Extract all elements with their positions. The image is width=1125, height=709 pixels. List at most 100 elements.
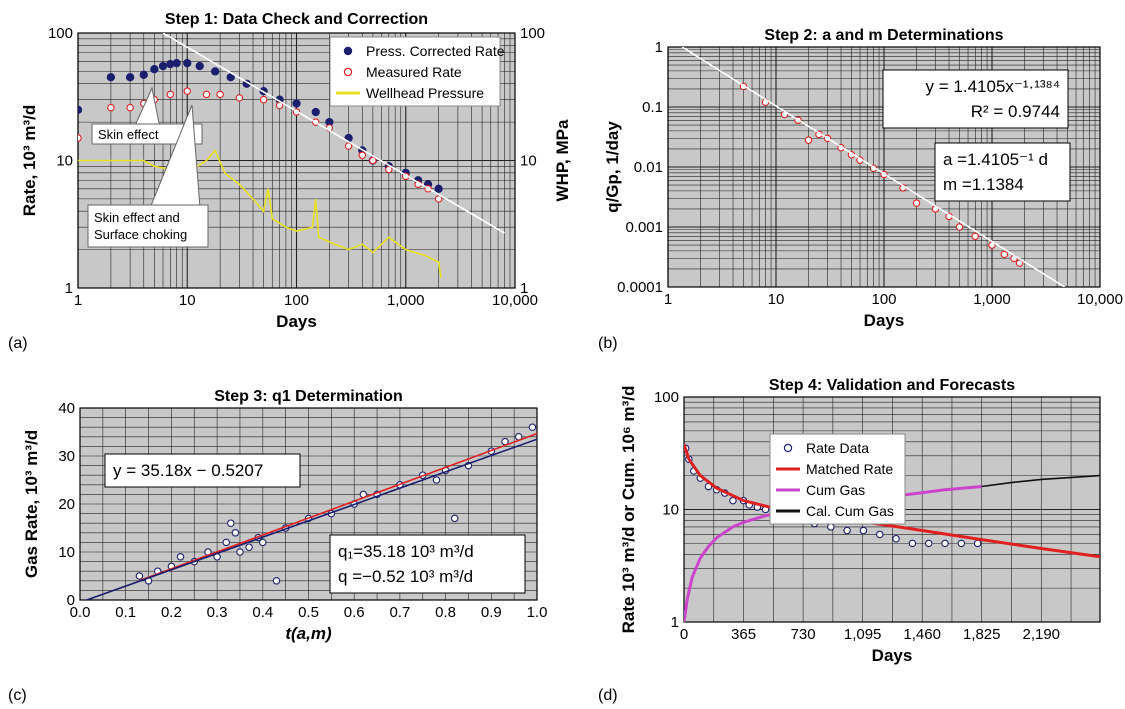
data-point (358, 151, 367, 159)
legend-label: Press. Corrected Rate (366, 43, 505, 59)
x-tick-label: 1.0 (527, 604, 548, 621)
y-tick-label: 0 (67, 592, 75, 609)
legend-swatch (783, 443, 793, 453)
data-point (1015, 259, 1024, 267)
legend-label: Cal. Cum Gas (806, 503, 894, 519)
y-axis-label: Rate 10³ m³/d or Cum. 10⁶ m³/d (619, 386, 638, 634)
y-tick-label-right: 10 (520, 153, 537, 170)
legend-label: Rate Data (806, 440, 869, 456)
y-tick-label: 0.001 (625, 219, 663, 236)
x-tick-label: 10,000 (492, 292, 538, 309)
x-tick-label: 10 (768, 291, 785, 308)
series-line-2 (78, 148, 442, 279)
data-point (107, 103, 115, 112)
data-point (176, 553, 185, 561)
y-tick-label: 20 (58, 496, 75, 513)
chart-title: Step 2: a and m Determinations (764, 27, 1003, 44)
x-tick-label: 0.0 (70, 604, 91, 621)
data-point (955, 223, 964, 231)
data-point (125, 73, 135, 82)
panel-label: (a) (8, 335, 28, 352)
data-point (202, 90, 211, 99)
data-point (235, 94, 244, 102)
y-tick-label: 0.0001 (617, 279, 663, 296)
series-group (681, 47, 1066, 287)
text-box (104, 453, 301, 488)
x-tick-label: 0.9 (481, 604, 502, 621)
x-tick-label: 0.8 (435, 604, 456, 621)
annotation-line: Surface choking (94, 227, 187, 242)
data-point (804, 136, 813, 144)
panel-label: (b) (598, 335, 618, 352)
panel-label: (c) (8, 687, 27, 704)
data-point (973, 539, 982, 548)
data-point (158, 61, 168, 71)
data-point (892, 534, 900, 543)
box-text: y = 35.18x − 0.5207 (113, 461, 263, 480)
box-text: q =−0.52 10³ m³/d (338, 567, 473, 586)
legend-label: Measured Rate (366, 64, 462, 80)
x-axis-label: Days (872, 646, 913, 665)
data-point (912, 199, 921, 207)
data-point (385, 165, 393, 174)
callout-box (91, 123, 203, 145)
data-point (908, 539, 917, 548)
x-tick-label: 0.1 (115, 604, 136, 621)
box-text: m =1.1384 (943, 175, 1024, 194)
y-tick-label: 1 (65, 280, 73, 297)
callout-box (87, 204, 209, 248)
annotation-label: Skin effect and Surface choking (94, 210, 187, 242)
x-axis-label: Days (276, 312, 317, 331)
x-tick-label: 0.6 (344, 604, 365, 621)
box-text: R² = 0.9744 (971, 102, 1060, 121)
x-tick-label: 0.7 (389, 604, 410, 621)
x-tick-label: 0.5 (298, 604, 319, 621)
y-axis-label: Rate, 10³ m³/d (20, 105, 39, 216)
data-point (311, 107, 320, 117)
legend-box (769, 433, 906, 525)
legend-swatch (343, 46, 353, 56)
y-tick-label-right: 100 (520, 25, 545, 42)
text-box (329, 534, 526, 594)
data-point (183, 59, 192, 68)
y-axis-label: q/Gp, 1/day (603, 121, 622, 213)
x-tick-label: 1,000 (973, 291, 1011, 308)
x-tick-label: 0.4 (252, 604, 273, 621)
data-point (245, 543, 253, 551)
data-point (528, 423, 537, 431)
x-axis-label: t(a,m) (285, 624, 332, 643)
box-text: q₁=35.18 10³ m³/d (338, 542, 474, 561)
x-tick-label: 100 (284, 292, 309, 309)
y-tick-label: 100 (654, 389, 679, 406)
data-point (166, 90, 175, 99)
data-point (231, 529, 240, 537)
data-point (827, 523, 835, 531)
data-point (210, 67, 220, 76)
plot-frame (667, 46, 1101, 288)
y-tick-label: 100 (48, 25, 73, 42)
data-point (226, 73, 235, 82)
data-point (272, 577, 281, 585)
x-tick-label: 0 (680, 626, 688, 643)
data-point (434, 184, 443, 193)
y-tick-label: 1 (671, 614, 679, 631)
x-tick-label: 10 (179, 292, 196, 309)
y-tick-label: 10 (56, 153, 73, 170)
x-axis-label: Days (864, 311, 905, 330)
data-point (236, 548, 244, 556)
x-tick-label: 0.3 (207, 604, 228, 621)
chart-title: Step 4: Validation and Forecasts (769, 377, 1015, 394)
data-point (275, 101, 284, 110)
legend-label: Matched Rate (806, 461, 893, 477)
data-point (369, 156, 377, 165)
data-point (139, 70, 148, 79)
y-tick-label: 30 (58, 448, 75, 465)
data-point (729, 496, 737, 505)
plot-frame (683, 396, 1101, 623)
legend-label: Wellhead Pressure (366, 85, 484, 101)
series-line-1 (139, 432, 537, 582)
y-tick-label: 10 (662, 502, 679, 519)
text-box (934, 142, 1071, 202)
x-tick-label: 1,095 (844, 626, 882, 643)
